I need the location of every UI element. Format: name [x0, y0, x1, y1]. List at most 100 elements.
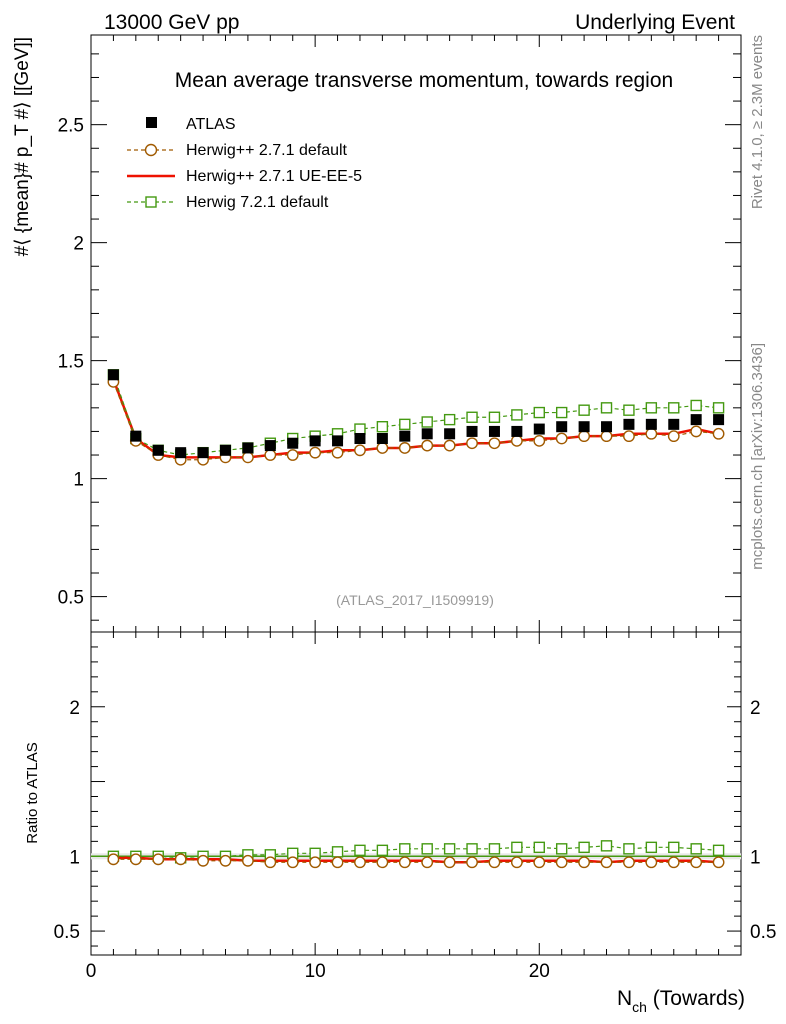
ratio-point-herwigpp-default: [129, 853, 142, 866]
main-point-atlas: [645, 418, 657, 430]
ratio-point-herwigpp-default: [600, 856, 613, 869]
main-point-herwigpp-default: [264, 449, 277, 461]
ratio-point-herwigpp-default: [488, 856, 501, 869]
main-point-herwigpp-default: [533, 434, 546, 447]
main-point-atlas: [309, 435, 321, 447]
header-left: 13000 GeV pp: [104, 11, 239, 34]
ratio-point-herwigpp-default: [309, 856, 322, 869]
main-point-herwig7-default: [466, 411, 478, 423]
main-point-herwig7-default: [354, 423, 366, 435]
ratio-y-tick-label: 1: [69, 847, 80, 868]
main-point-herwig7-default: [668, 402, 680, 414]
main-point-atlas: [668, 418, 680, 430]
main-point-herwigpp-default: [645, 427, 658, 440]
main-point-herwigpp-default: [421, 439, 434, 452]
legend: ATLAS Herwig++ 2.7.1 default Herwig++ 2.…: [127, 116, 362, 211]
main-point-herwig7-default: [645, 402, 658, 414]
ratio-y-axis-label: Ratio to ATLAS: [24, 742, 41, 843]
ratio-point-herwigpp-default: [286, 856, 299, 869]
main-point-herwigpp-default: [241, 451, 254, 464]
legend-label-herwigpp-default: Herwig++ 2.7.1 default: [186, 142, 348, 159]
ratio-point-herwigpp-default: [466, 856, 478, 869]
ratio-point-herwigpp-default: [174, 853, 187, 866]
x-tick-label: 10: [305, 961, 326, 982]
ratio-point-herwig7-default: [399, 843, 411, 855]
header-right: Underlying Event: [575, 11, 735, 34]
ratio-point-herwigpp-default: [533, 856, 546, 869]
watermark-label: (ATLAS_2017_I1509919): [336, 592, 494, 608]
main-point-herwigpp-default: [331, 446, 344, 459]
main-point-atlas: [421, 428, 433, 440]
main-point-atlas: [197, 447, 209, 459]
main-point-herwigpp-default: [286, 449, 299, 461]
ratio-point-herwig7-default: [331, 846, 344, 858]
main-point-atlas: [175, 447, 187, 459]
main-point-atlas: [242, 442, 254, 454]
main-point-herwigpp-default: [600, 430, 613, 443]
main-point-herwigpp-default: [354, 444, 366, 457]
main-point-atlas: [601, 421, 613, 433]
ratio-point-herwigpp-default: [510, 856, 523, 869]
ratio-point-herwig7-default: [578, 841, 590, 854]
main-point-atlas: [690, 414, 702, 426]
ratio-point-herwigpp-default: [152, 853, 165, 866]
x-tick-label: 0: [86, 961, 97, 982]
ratio-point-herwigpp-default: [645, 856, 658, 869]
ratio-point-herwigpp-default: [219, 854, 232, 867]
main-point-herwig7-default: [712, 402, 725, 414]
main-point-atlas: [556, 421, 568, 433]
ratio-point-herwig7-default: [690, 843, 702, 855]
legend-label-herwig7-default: Herwig 7.2.1 default: [186, 194, 329, 211]
ratio-point-herwigpp-default: [354, 856, 366, 869]
ratio-point-herwigpp-default: [667, 856, 680, 869]
main-y-axis-label: #⟨ {mean}# p_T #⟩ [[GeV]]: [12, 37, 33, 256]
main-point-herwigpp-default: [309, 446, 322, 459]
legend-marker-herwig7-default: [145, 196, 157, 208]
ratio-point-herwig7-default: [555, 843, 568, 855]
main-line-herwig7-default: [112, 374, 719, 456]
main-point-herwigpp-default: [667, 430, 680, 443]
main-point-herwigpp-default: [712, 427, 725, 440]
rivet-version-label: Rivet 4.1.0, ≥ 2.3M events: [749, 35, 766, 209]
main-point-herwigpp-default: [578, 430, 591, 443]
ratio-line-herwig7-default: [113, 845, 719, 859]
main-point-atlas: [511, 425, 523, 437]
main-point-herwigpp-default: [466, 437, 478, 450]
ratio-line-ueee5: [113, 856, 719, 864]
main-point-herwig7-default: [600, 402, 613, 414]
main-point-herwigpp-default: [376, 442, 389, 454]
x-tick-label: 20: [529, 961, 550, 982]
main-point-herwigpp-default: [510, 434, 523, 447]
main-point-atlas: [444, 428, 456, 440]
main-point-atlas: [130, 430, 142, 442]
x-axis-label: Nch (Towards): [617, 987, 745, 1015]
y-tick-label: 1: [73, 470, 84, 491]
ratio-point-herwig7-default: [533, 841, 545, 854]
ratio-point-herwig7-default: [421, 843, 433, 855]
main-title: Mean average transverse momentum, toward…: [175, 69, 673, 92]
ratio-point-herwig7-default: [376, 844, 389, 857]
main-point-atlas: [488, 425, 500, 437]
main-point-herwig7-default: [399, 418, 411, 431]
main-point-atlas: [152, 444, 164, 456]
ratio-point-herwigpp-default: [578, 856, 591, 869]
ratio-y-tick-label: 0.5: [54, 922, 80, 943]
main-point-atlas: [533, 423, 545, 435]
ratio-point-herwigpp-default: [443, 856, 456, 869]
main-point-herwig7-default: [443, 413, 456, 426]
ratio-y-tick-label-right: 0.5: [750, 922, 776, 943]
ratio-point-herwig7-default: [466, 843, 478, 855]
axes-layer: 0 10 20 0.5 1 1.5 2 2.5 0.5 0.5 1 1 2 2: [54, 35, 776, 982]
main-point-atlas: [399, 430, 411, 442]
y-tick-label: 2.5: [58, 116, 84, 137]
main-point-atlas: [354, 433, 366, 445]
ratio-point-herwigpp-default: [690, 856, 703, 869]
y-tick-label: 1.5: [58, 352, 84, 373]
ratio-point-herwig7-default: [623, 843, 635, 855]
main-point-herwigpp-default: [488, 437, 501, 450]
main-point-herwig7-default: [533, 406, 545, 419]
main-point-herwig7-default: [578, 404, 590, 416]
ratio-point-herwig7-default: [354, 844, 366, 857]
y-tick-label: 0.5: [58, 588, 84, 609]
